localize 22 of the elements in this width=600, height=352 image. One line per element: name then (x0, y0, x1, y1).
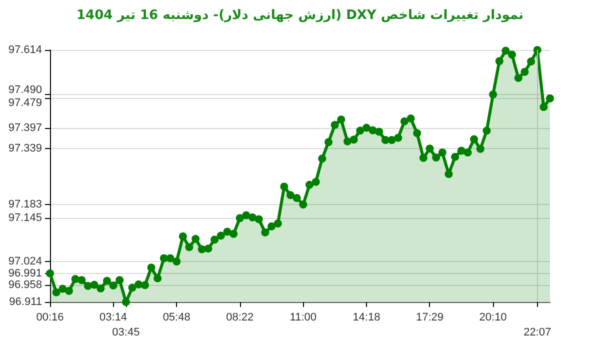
x-tick-label: 22:07 (524, 326, 552, 338)
y-tick-label: 97.479 (8, 96, 42, 109)
y-tick-label: 97.397 (8, 122, 42, 134)
y-tick-label: 97.145 (8, 212, 42, 224)
x-tick-label: 14:18 (352, 312, 380, 324)
y-tick-label: 97.614 (8, 44, 42, 56)
x-tick-label: 17:29 (416, 312, 444, 324)
y-tick-label: 97.339 (8, 142, 42, 155)
y-tick-label: 97.490 (8, 84, 42, 96)
x-tick-label: 08:22 (226, 312, 254, 324)
x-tick-label: 00:16 (36, 312, 64, 324)
chart-title: نمودار تغییرات شاخص DXY (ارزش جهانی دلار)- دوشنبه 16 تیر 1404 (75, 8, 524, 23)
x-tick-label: 03:45 (112, 326, 140, 338)
x-tick-label: 05:48 (162, 312, 190, 324)
y-tick-label: 97.183 (8, 198, 42, 210)
y-tick-label: 96.991 (8, 267, 42, 280)
x-tick-label: 20:10 (479, 312, 507, 324)
x-tick-label: 03:14 (100, 312, 128, 324)
x-tick-label: 11:00 (290, 312, 317, 324)
y-tick-label: 97.024 (8, 255, 42, 268)
y-tick-label: 96.911 (9, 296, 42, 308)
y-tick-label: 96.958 (8, 279, 42, 292)
